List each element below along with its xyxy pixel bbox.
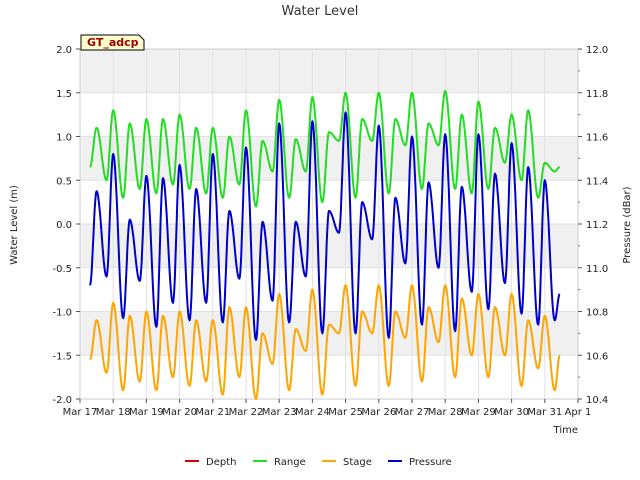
y-tick-label-right: 10.8: [586, 308, 608, 319]
x-tick-label: Mar 20: [162, 407, 197, 418]
x-tick-label: Apr 1: [565, 407, 592, 418]
x-tick-label: Mar 30: [494, 407, 529, 418]
site-badge: GT_adcp: [80, 34, 145, 51]
x-tick-label: Mar 23: [262, 407, 297, 418]
y-tick-label-right: 11.0: [586, 264, 608, 275]
y-tick-label-right: 12.0: [586, 45, 608, 56]
y-axis-left-title: Water Level (m): [9, 185, 20, 265]
y-tick-label-right: 10.6: [586, 351, 608, 362]
y-tick-label-left: 0.5: [56, 176, 72, 187]
y-tick-label-right: 11.8: [586, 89, 608, 100]
y-tick-label-left: 1.0: [56, 133, 72, 144]
y-tick-label-left: -0.5: [52, 264, 72, 275]
y-tick-label-right: 11.4: [586, 176, 608, 187]
x-tick-label: Mar 19: [129, 407, 164, 418]
background-bands: [80, 49, 578, 356]
x-tick-label: Mar 24: [295, 407, 330, 418]
legend-label-stage: Stage: [343, 457, 372, 468]
series-layer: [89, 90, 561, 400]
y-tick-label-left: 0.0: [56, 220, 72, 231]
site-badge-label: GT_adcp: [87, 36, 139, 49]
y-axis-right-title: Pressure (dBar): [622, 186, 633, 263]
y-tick-label-left: -1.0: [52, 308, 72, 319]
right-axis: 12.0 11.8 11.6 11.4 11.2 11.0 10.8 10.6 10.4: [578, 45, 608, 406]
x-axis-title: Time: [553, 425, 578, 436]
legend-label-depth: Depth: [206, 457, 236, 468]
x-tick-label: Mar 27: [395, 407, 430, 418]
y-tick-label-left: -2.0: [52, 395, 72, 406]
x-tick-label: Mar 21: [195, 407, 230, 418]
chart-title: Water Level: [282, 4, 359, 19]
y-tick-label-right: 10.4: [586, 395, 608, 406]
site-badge-shape: [80, 34, 145, 51]
y-tick-label-left: 2.0: [56, 45, 72, 56]
y-tick-label-left: -1.5: [52, 351, 72, 362]
y-tick-label-left: 1.5: [56, 89, 72, 100]
x-tick-label: Mar 22: [229, 407, 264, 418]
x-tick-label: Mar 28: [428, 407, 463, 418]
legend-label-pressure: Pressure: [409, 457, 452, 468]
y-tick-label-right: 11.2: [586, 220, 608, 231]
x-tick-label: Mar 18: [96, 407, 131, 418]
legend-label-range: Range: [274, 457, 306, 468]
background-band: [80, 224, 578, 268]
left-axis: 2.0 1.5 1.0 0.5 0.0 -0.5 -1.0 -1.5 -2.0: [52, 45, 80, 406]
x-tick-label: Mar 29: [461, 407, 496, 418]
x-tick-label: Mar 26: [361, 407, 396, 418]
x-tick-label: Mar 25: [328, 407, 363, 418]
x-tick-label: Mar 31: [527, 407, 562, 418]
background-band: [80, 49, 578, 93]
series-line-pressure: [89, 111, 561, 341]
legend: Depth Range Stage Pressure: [185, 457, 452, 468]
series-line-range: [89, 90, 561, 208]
series-line-stage: [89, 284, 561, 400]
y-tick-label-right: 11.6: [586, 133, 608, 144]
x-tick-label: Mar 17: [63, 407, 98, 418]
